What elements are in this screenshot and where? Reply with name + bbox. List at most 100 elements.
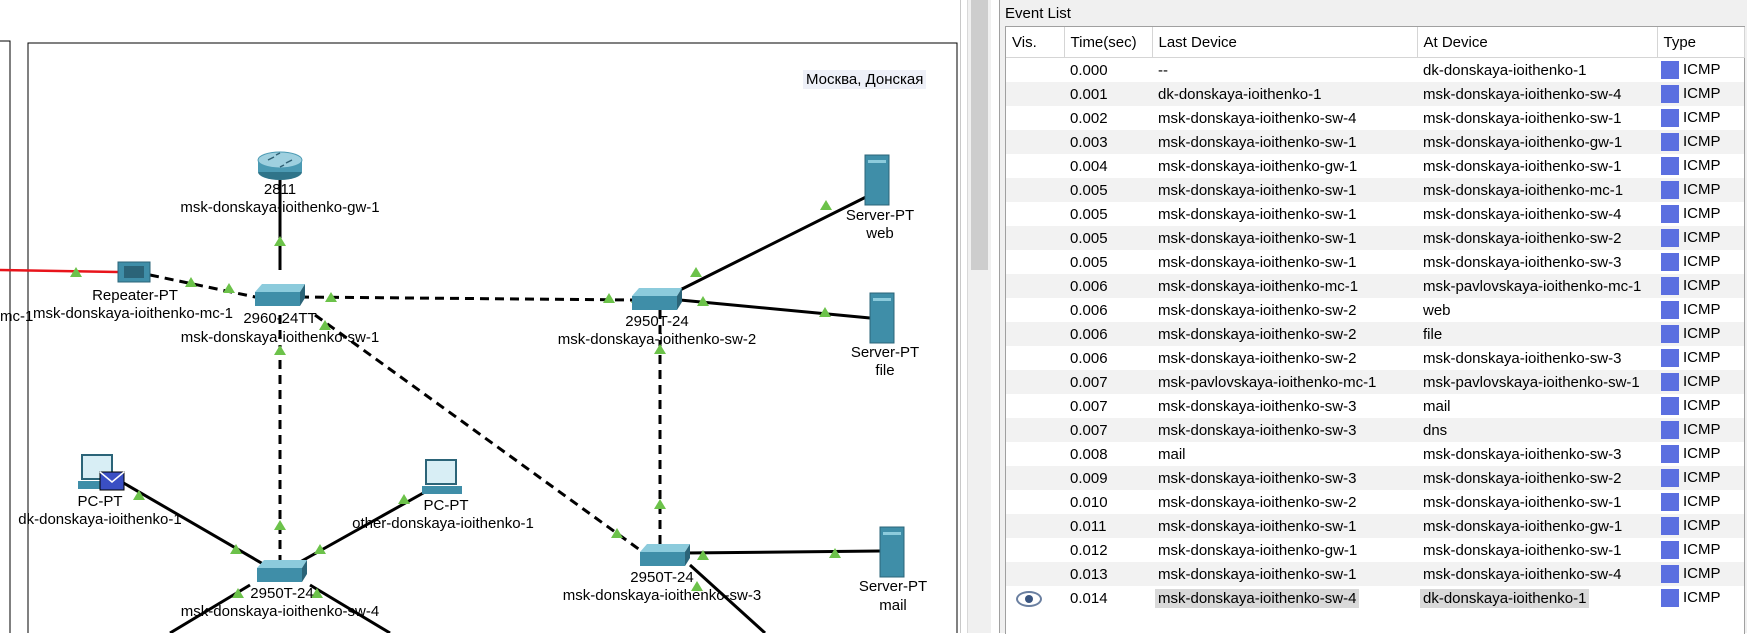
router-icon[interactable] [257,151,303,180]
type-color-swatch[interactable] [1661,349,1679,368]
table-row[interactable]: 0.007 msk-donskaya-ioithenko-sw-3 mail ICMP [1006,394,1744,418]
vis-cell[interactable] [1006,490,1064,514]
type-color-swatch[interactable] [1661,493,1679,512]
table-row[interactable]: 0.006 msk-donskaya-ioithenko-sw-2 msk-dons… [1006,346,1744,370]
vis-cell[interactable] [1006,370,1064,394]
table-row[interactable]: 0.010 msk-donskaya-ioithenko-sw-2 msk-dons… [1006,490,1744,514]
table-row[interactable]: 0.006 msk-donskaya-ioithenko-sw-2 web ICMP [1006,298,1744,322]
type-color-swatch[interactable] [1661,517,1679,536]
vis-cell[interactable] [1006,346,1064,370]
vis-cell[interactable] [1006,322,1064,346]
type-color-swatch[interactable] [1661,205,1679,224]
scrollbar-thumb[interactable] [971,0,988,270]
column-header-last-device[interactable]: Last Device [1152,27,1418,58]
vis-cell[interactable] [1006,226,1064,250]
topology-workspace[interactable]: Москва, Донская mc-1 2811 msk-donskaya-i… [0,0,960,633]
vis-cell[interactable] [1006,202,1064,226]
repeater-icon[interactable] [117,261,151,283]
vis-cell[interactable] [1006,442,1064,466]
type-color-swatch[interactable] [1661,277,1679,296]
vis-cell[interactable] [1006,58,1064,83]
table-row[interactable]: 0.011 msk-donskaya-ioithenko-sw-1 msk-dons… [1006,514,1744,538]
type-color-swatch[interactable] [1661,325,1679,344]
link-sw1-sw2[interactable] [299,295,636,302]
server-icon[interactable] [879,526,905,578]
vis-cell[interactable] [1006,178,1064,202]
fiber-link-mc1[interactable] [0,268,119,274]
vis-cell[interactable] [1006,82,1064,106]
table-row[interactable]: 0.004 msk-donskaya-ioithenko-gw-1 msk-dons… [1006,154,1744,178]
table-row[interactable]: 0.014 msk-donskaya-ioithenko-sw-4 dk-donsk… [1006,586,1744,610]
switch-icon[interactable] [640,544,690,566]
type-color-swatch[interactable] [1661,301,1679,320]
type-color-swatch[interactable] [1661,109,1679,128]
pc-icon[interactable] [78,454,125,491]
link-pc1-sw4[interactable] [114,476,271,570]
vis-cell[interactable] [1006,562,1064,586]
link-sw3-down[interactable] [688,563,767,633]
column-header-type[interactable]: Type [1657,27,1745,58]
vis-cell[interactable] [1006,514,1064,538]
link-sw2-web[interactable] [679,194,869,292]
type-color-swatch[interactable] [1661,469,1679,488]
table-row[interactable]: 0.000 -- dk-donskaya-ioithenko-1 ICMP [1006,58,1744,83]
vis-cell[interactable] [1006,538,1064,562]
table-row[interactable]: 0.013 msk-donskaya-ioithenko-sw-1 msk-dons… [1006,562,1744,586]
switch-icon[interactable] [255,284,305,306]
column-header-at-device[interactable]: At Device [1417,27,1658,58]
vis-cell[interactable] [1006,394,1064,418]
splitter[interactable] [960,0,968,633]
vis-cell[interactable] [1006,154,1064,178]
table-row[interactable]: 0.006 msk-donskaya-ioithenko-mc-1 msk-pavl… [1006,274,1744,298]
pc-icon[interactable] [422,459,462,494]
vis-cell[interactable] [1006,466,1064,490]
link-sw4-down-right[interactable] [309,583,391,633]
table-row[interactable]: 0.003 msk-donskaya-ioithenko-sw-1 msk-dons… [1006,130,1744,154]
type-color-swatch[interactable] [1661,589,1679,608]
vis-cell[interactable] [1006,250,1064,274]
table-row[interactable]: 0.006 msk-donskaya-ioithenko-sw-2 file ICMP [1006,322,1744,346]
type-color-swatch[interactable] [1661,229,1679,248]
switch-icon[interactable] [632,288,682,310]
table-row[interactable]: 0.009 msk-donskaya-ioithenko-sw-3 msk-dons… [1006,466,1744,490]
table-row[interactable]: 0.007 msk-pavlovskaya-ioithenko-mc-1 msk-p… [1006,370,1744,394]
type-color-swatch[interactable] [1661,253,1679,272]
table-row[interactable]: 0.005 msk-donskaya-ioithenko-sw-1 msk-dons… [1006,202,1744,226]
switch-icon[interactable] [257,560,307,582]
table-row[interactable]: 0.007 msk-donskaya-ioithenko-sw-3 dns ICMP [1006,418,1744,442]
vis-cell[interactable] [1006,106,1064,130]
link-sw1-sw3[interactable] [314,313,641,552]
type-color-swatch[interactable] [1661,85,1679,104]
link-sw2-file[interactable] [679,298,871,320]
type-color-swatch[interactable] [1661,181,1679,200]
link-mc1-sw1[interactable] [149,273,261,300]
table-row[interactable]: 0.005 msk-donskaya-ioithenko-sw-1 msk-dons… [1006,178,1744,202]
vis-cell[interactable] [1006,418,1064,442]
table-row[interactable]: 0.005 msk-donskaya-ioithenko-sw-1 msk-dons… [1006,250,1744,274]
link-sw3-mail[interactable] [684,549,881,555]
vis-cell[interactable] [1006,130,1064,154]
table-row[interactable]: 0.005 msk-donskaya-ioithenko-sw-1 msk-dons… [1006,226,1744,250]
type-color-swatch[interactable] [1661,421,1679,440]
type-color-swatch[interactable] [1661,133,1679,152]
table-row[interactable]: 0.008 mail msk-donskaya-ioithenko-sw-3 ICMP [1006,442,1744,466]
vis-cell[interactable] [1006,298,1064,322]
column-header-time[interactable]: Time(sec) [1064,27,1153,58]
vis-cell[interactable] [1006,274,1064,298]
topology-canvas[interactable] [0,0,960,633]
vertical-scrollbar[interactable] [967,0,991,633]
eye-icon[interactable] [1016,590,1042,607]
type-color-swatch[interactable] [1661,397,1679,416]
vis-cell[interactable] [1006,586,1064,610]
type-color-swatch[interactable] [1661,541,1679,560]
table-row[interactable]: 0.012 msk-donskaya-ioithenko-gw-1 msk-dons… [1006,538,1744,562]
server-icon[interactable] [869,292,895,344]
type-color-swatch[interactable] [1661,565,1679,584]
table-row[interactable]: 0.001 dk-donskaya-ioithenko-1 msk-donskaya… [1006,82,1744,106]
type-color-swatch[interactable] [1661,373,1679,392]
server-icon[interactable] [864,154,890,206]
type-color-swatch[interactable] [1661,61,1679,80]
table-row[interactable]: 0.002 msk-donskaya-ioithenko-sw-4 msk-dons… [1006,106,1744,130]
column-header-vis[interactable]: Vis. [1006,27,1065,58]
type-color-swatch[interactable] [1661,445,1679,464]
